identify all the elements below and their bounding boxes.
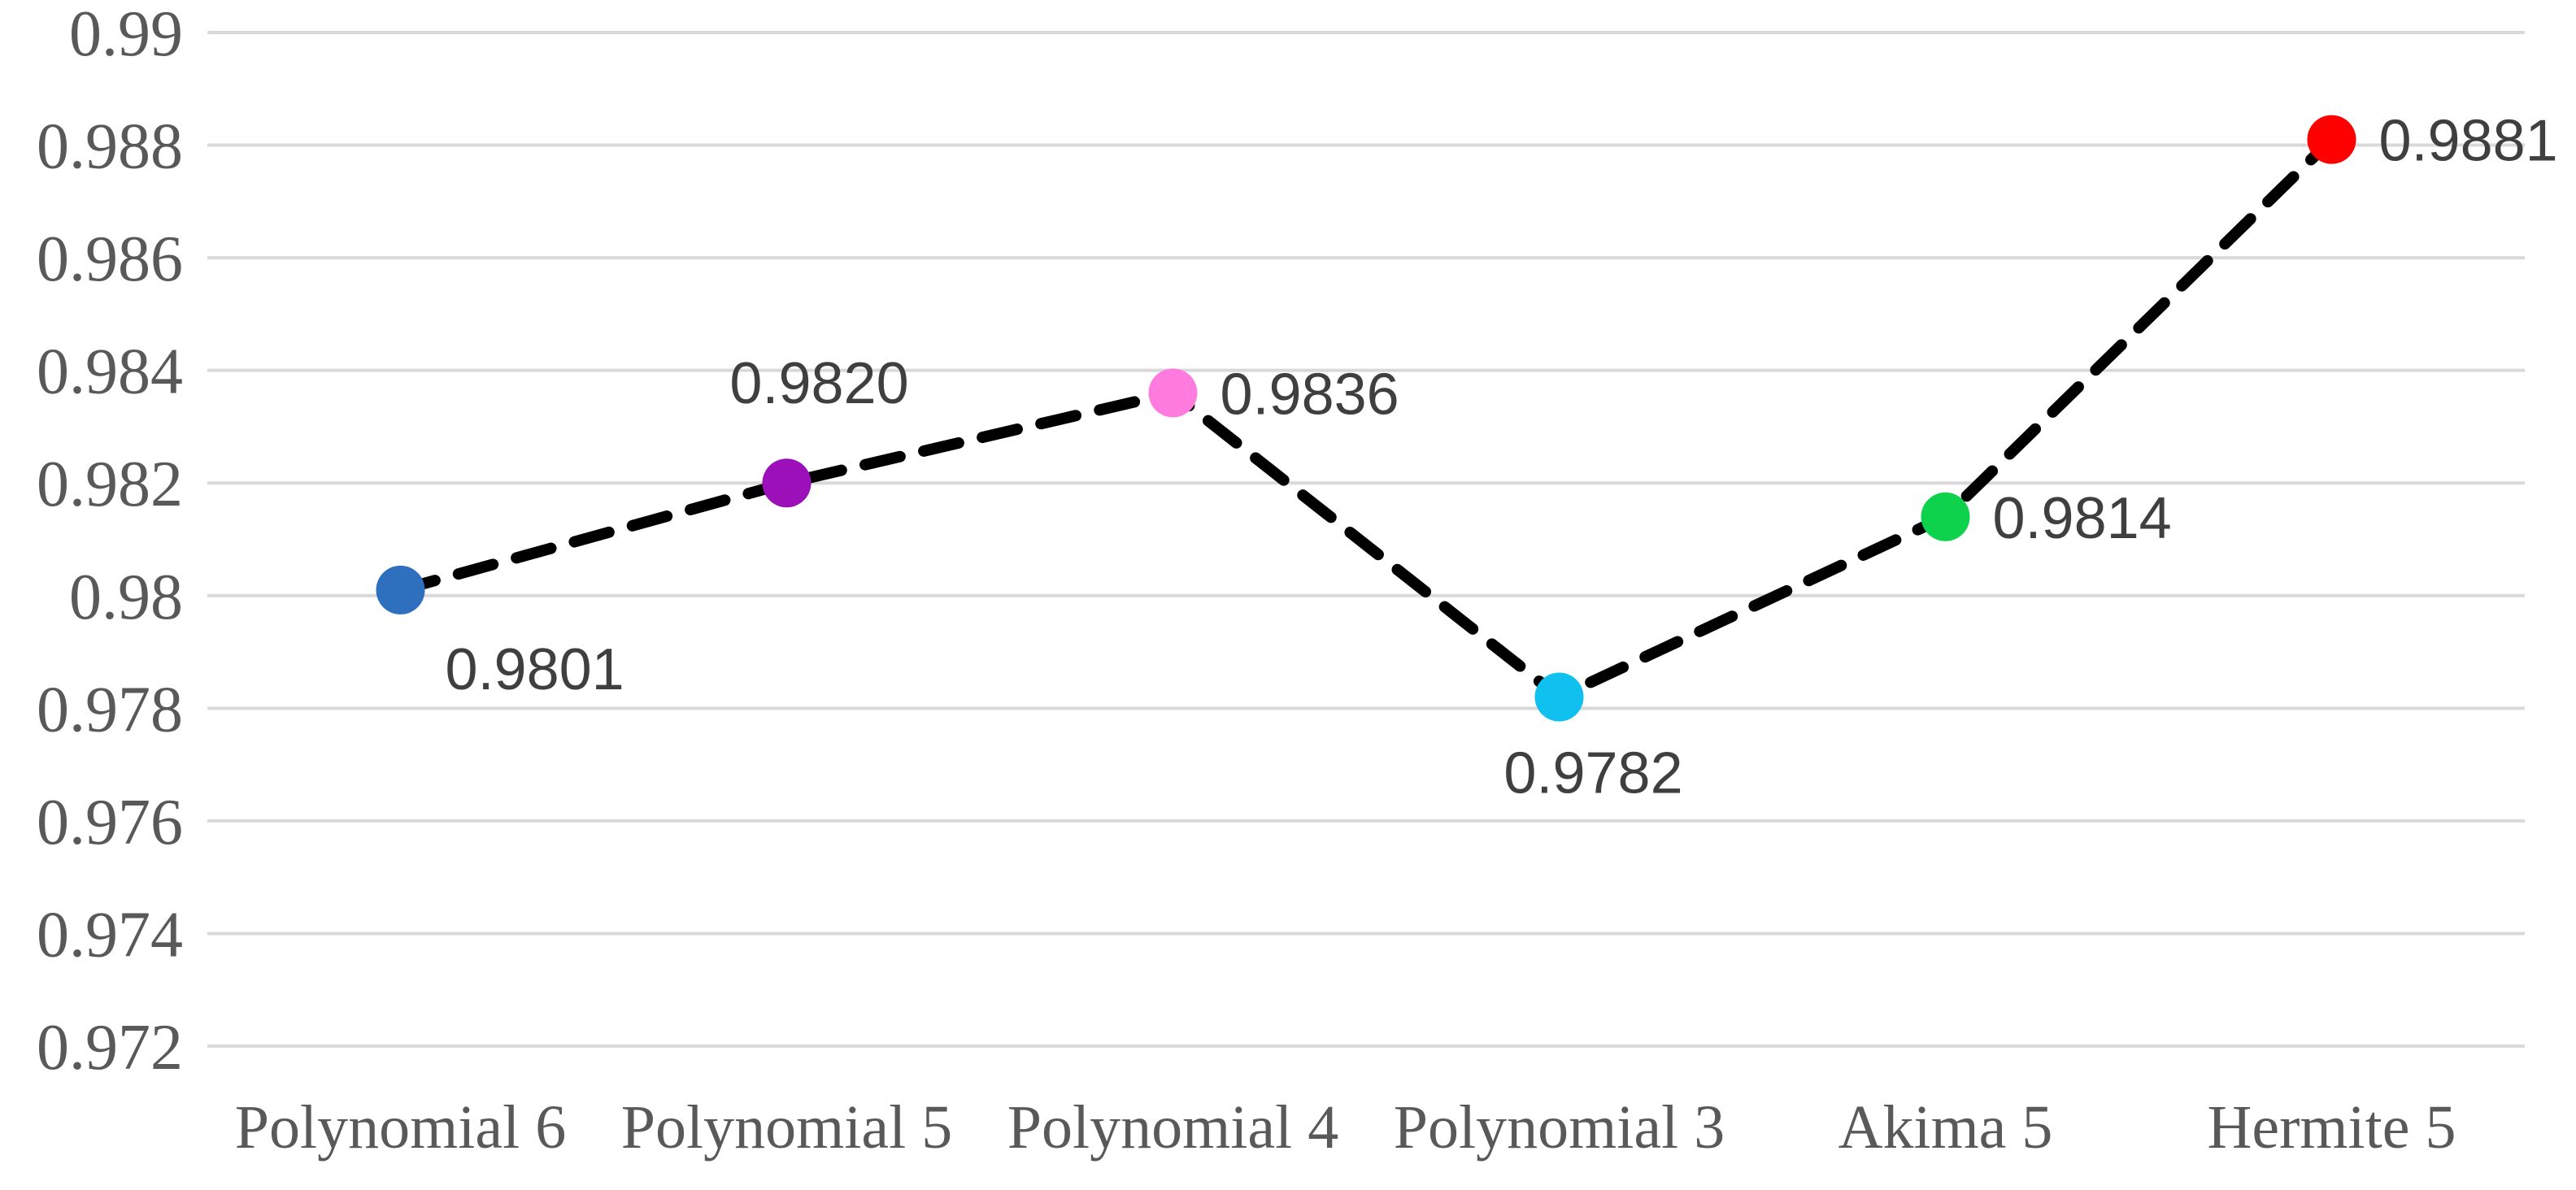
y-tick-label-0.982: 0.982	[37, 449, 183, 520]
x-axis-label-polynomial-4: Polynomial 4	[1007, 1093, 1338, 1162]
series-dashed-line	[394, 133, 2338, 703]
y-tick-label-0.988: 0.988	[37, 111, 183, 183]
y-tick-label-0.986: 0.986	[37, 224, 183, 295]
data-point-polynomial-4	[1148, 368, 1198, 418]
data-point-hermite-5	[2307, 115, 2356, 164]
y-tick-label-0.976: 0.976	[37, 787, 183, 858]
x-axis-label-hermite-5: Hermite 5	[2207, 1093, 2456, 1162]
data-point-labels-group: 0.9801 0.9820 0.9836 0.9782 0.9814 0.9881	[446, 109, 2558, 806]
data-point-label-hermite-5: 0.9881	[2379, 109, 2558, 174]
data-point-polynomial-5	[762, 458, 812, 508]
y-tick-label-0.984: 0.984	[37, 337, 183, 408]
y-tick-label-0.978: 0.978	[37, 674, 183, 745]
data-point-label-akima-5: 0.9814	[1993, 486, 2172, 551]
data-point-label-polynomial-5: 0.9820	[729, 351, 908, 416]
x-axis-label-akima-5: Akima 5	[1838, 1093, 2053, 1162]
x-axis-category-labels: Polynomial 6 Polynomial 5 Polynomial 4 Poly…	[235, 1093, 2456, 1162]
y-tick-label-0.98: 0.98	[69, 562, 183, 633]
y-tick-label-0.974: 0.974	[37, 899, 183, 971]
data-point-polynomial-6	[376, 565, 425, 615]
data-point-polynomial-3	[1534, 672, 1584, 722]
data-point-label-polynomial-6: 0.9801	[446, 637, 624, 702]
y-axis-tick-labels: 0.99 0.988 0.986 0.984 0.982 0.98 0.978 0.976 0.…	[37, 0, 183, 1084]
data-point-label-polynomial-3: 0.9782	[1503, 740, 1682, 806]
data-point-label-polynomial-4: 0.9836	[1221, 362, 1399, 427]
data-points-group	[376, 115, 2356, 722]
x-axis-label-polynomial-3: Polynomial 3	[1394, 1093, 1725, 1162]
y-tick-label-0.972: 0.972	[37, 1012, 183, 1084]
y-tick-label-0.99: 0.99	[69, 0, 183, 70]
data-point-akima-5	[1921, 492, 1970, 541]
x-axis-label-polynomial-6: Polynomial 6	[235, 1093, 566, 1162]
x-axis-label-polynomial-5: Polynomial 5	[621, 1093, 952, 1162]
gridlines-group	[207, 31, 2525, 1048]
